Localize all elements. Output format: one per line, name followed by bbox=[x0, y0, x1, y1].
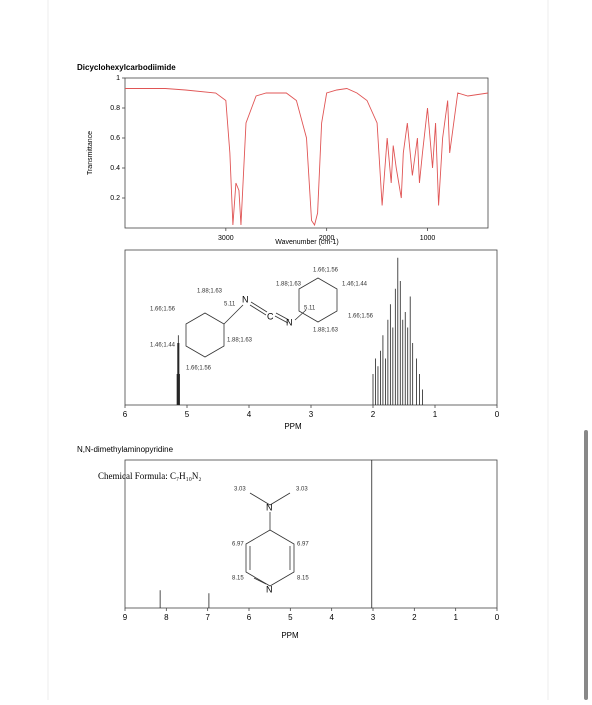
annotation: 3.03 bbox=[234, 487, 246, 493]
x-axis-label: Wavenumber (cm-1) bbox=[275, 239, 339, 246]
x-tick-label: 1 bbox=[433, 410, 438, 419]
y-axis-label: Transmittance bbox=[87, 131, 94, 175]
atom: N bbox=[286, 317, 293, 327]
spectrum-line bbox=[125, 88, 489, 227]
scrollbar[interactable] bbox=[584, 430, 588, 700]
x-tick-label: 2000 bbox=[319, 235, 335, 242]
x-tick-label: 5 bbox=[288, 613, 293, 622]
x-tick-label: 2 bbox=[412, 613, 417, 622]
chart-title: N,N-dimethylaminopyridine bbox=[77, 445, 174, 454]
atom: N bbox=[242, 294, 249, 304]
x-tick-label: 6 bbox=[247, 613, 252, 622]
y-tick-label: 0.2 bbox=[110, 195, 120, 202]
annotation: 6.97 bbox=[297, 542, 309, 548]
atom: N bbox=[266, 502, 273, 512]
annotation: 1.66;1.56 bbox=[348, 314, 374, 320]
structure bbox=[245, 492, 295, 587]
annotation: 8.15 bbox=[297, 576, 309, 582]
x-tick-label: 1000 bbox=[420, 235, 436, 242]
plot-frame bbox=[124, 77, 489, 229]
plot-frame bbox=[124, 459, 498, 609]
x-tick-label: 4 bbox=[247, 410, 252, 419]
annotation: 5.11 bbox=[224, 302, 236, 308]
x-tick-label: 3 bbox=[309, 410, 314, 419]
annotation: 1.66;1.56 bbox=[150, 307, 176, 313]
y-tick-label: 0.8 bbox=[110, 105, 120, 112]
chart-title: Dicyclohexylcarbodiimide bbox=[77, 63, 176, 72]
y-tick-label: 1 bbox=[116, 75, 120, 82]
x-tick-label: 9 bbox=[123, 613, 128, 622]
x-tick-label: 3000 bbox=[218, 235, 234, 242]
x-tick-label: 6 bbox=[123, 410, 128, 419]
x-tick-label: 0 bbox=[495, 613, 500, 622]
x-axis-label: PPM bbox=[281, 631, 299, 640]
annotation: 1.88;1.63 bbox=[313, 328, 339, 334]
x-tick-label: 2 bbox=[371, 410, 376, 419]
atom: C bbox=[267, 311, 274, 321]
x-axis-label: PPM bbox=[284, 422, 302, 431]
atom: N bbox=[266, 584, 273, 594]
annotation: 5.11 bbox=[304, 306, 316, 312]
annotation: 3.03 bbox=[296, 487, 308, 493]
x-tick-label: 8 bbox=[164, 613, 169, 622]
y-tick-label: 0.4 bbox=[110, 165, 120, 172]
annotation: 8.15 bbox=[232, 576, 244, 582]
x-tick-label: 5 bbox=[185, 410, 190, 419]
annotation: 1.66;1.56 bbox=[186, 366, 212, 372]
annotation: 1.46;1.44 bbox=[150, 343, 176, 349]
annotation: 1.46;1.44 bbox=[342, 282, 368, 288]
x-tick-label: 0 bbox=[495, 410, 500, 419]
annotation: 1.88;1.63 bbox=[197, 289, 223, 295]
x-tick-label: 3 bbox=[371, 613, 376, 622]
x-tick-label: 1 bbox=[453, 613, 458, 622]
subtitle: Chemical Formula: C₇H₁₀N₂ bbox=[98, 471, 202, 481]
annotation: 1.88;1.63 bbox=[276, 282, 302, 288]
annotation: 1.66;1.56 bbox=[313, 268, 339, 274]
structure bbox=[185, 277, 338, 358]
annotation: 1.88;1.63 bbox=[227, 338, 253, 344]
y-tick-label: 0.6 bbox=[110, 135, 120, 142]
x-tick-label: 7 bbox=[205, 613, 210, 622]
x-tick-label: 4 bbox=[329, 613, 334, 622]
annotation: 6.97 bbox=[232, 542, 244, 548]
